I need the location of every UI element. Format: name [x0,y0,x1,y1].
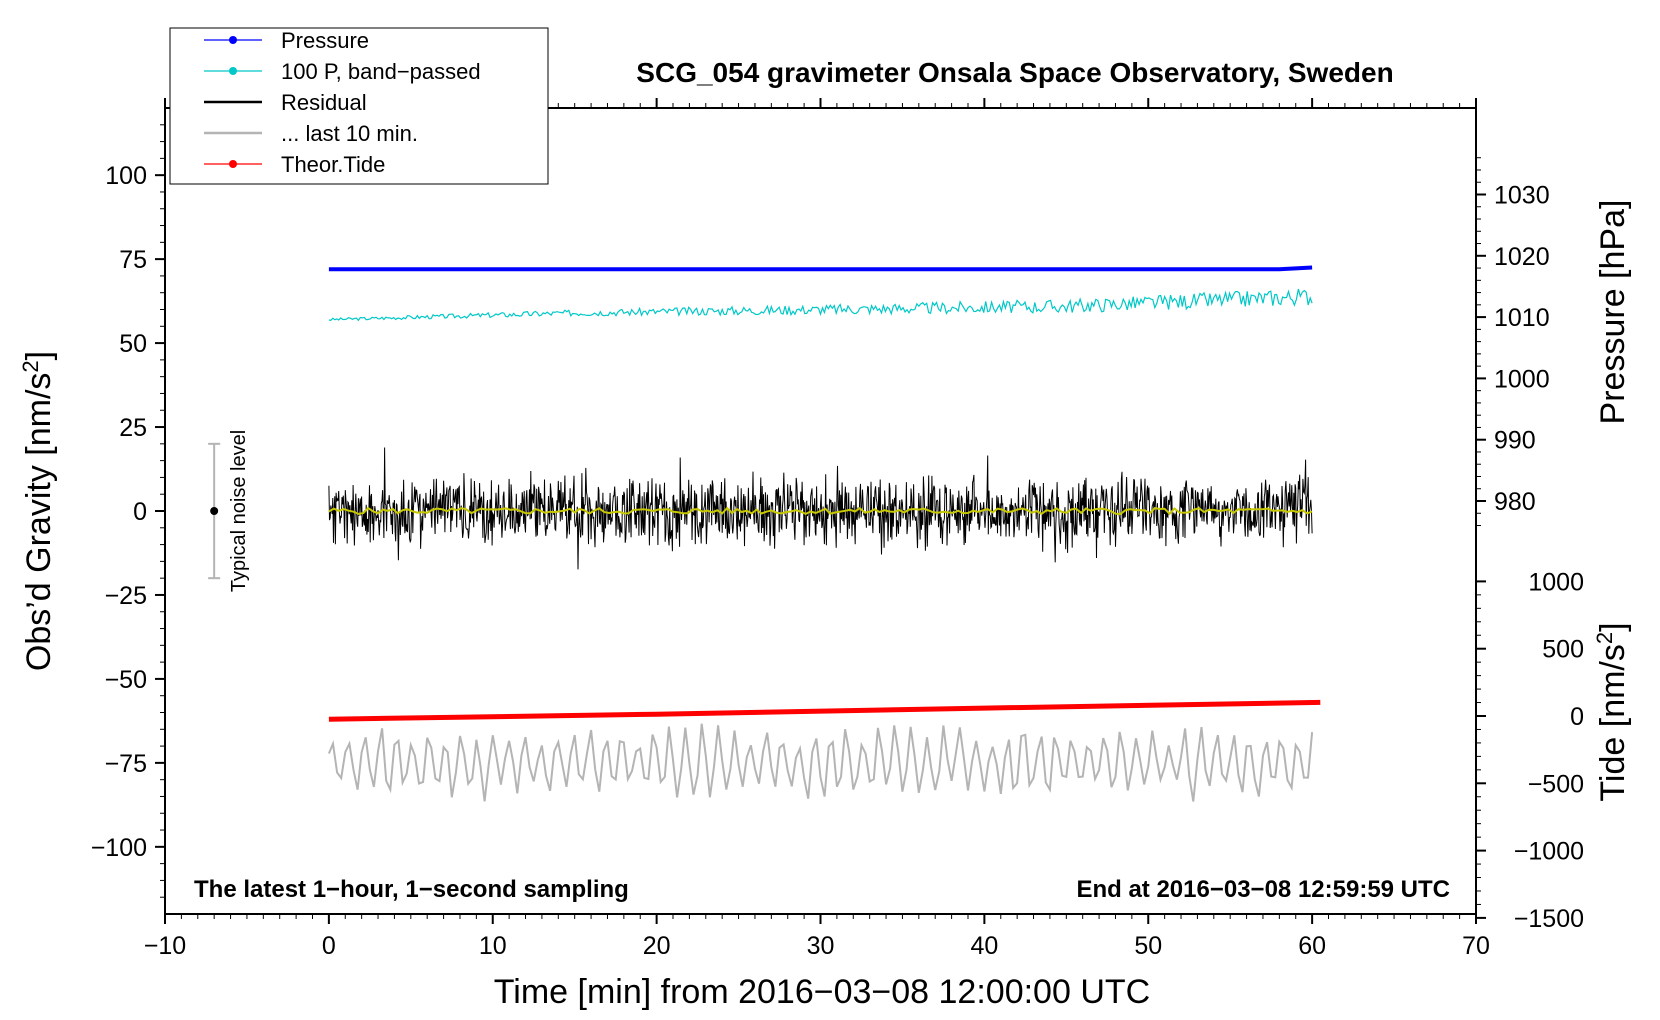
tide-axis-title: Tide [nm/s2] [1592,622,1633,801]
annotation-right: End at 2016−03−08 12:59:59 UTC [1076,876,1450,903]
y-tick-label: 100 [105,162,147,190]
pressure-tick-label: 1010 [1494,304,1550,332]
legend-box [169,27,549,185]
annotation-left: The latest 1−hour, 1−second sampling [194,876,629,903]
x-tick-label: 20 [643,932,671,960]
series-smoothed-residual [328,506,1313,516]
x-tick-label: 40 [970,932,998,960]
tide-axis-title-main: Tide [nm/s [1594,644,1632,801]
legend-marker [229,160,237,168]
tide-tick-label: −500 [1528,770,1584,798]
y-axis-title-end: ] [20,351,58,360]
data-series [327,265,1321,802]
y-tick-label: 75 [119,246,147,274]
legend-marker [229,67,237,75]
y-axis-title-sup: 2 [18,360,43,372]
x-tick-label: 50 [1134,932,1162,960]
y-tick-label: −50 [105,666,147,694]
noise-bar-center [210,507,219,515]
x-tick-label: 30 [807,932,835,960]
y-tick-label: 50 [119,330,147,358]
x-tick-label: 70 [1462,932,1490,960]
chart-title: SCG_054 gravimeter Onsala Space Observat… [636,57,1393,88]
y-axis-title: Obs’d Gravity [nm/s2] [18,351,59,671]
legend-label: ... last 10 min. [281,121,418,146]
series-theor-tide [328,699,1321,722]
tide-tick-label: 0 [1570,703,1584,731]
legend-label: Residual [281,90,367,115]
x-tick-label: 0 [322,932,336,960]
pressure-tick-label: 1000 [1494,365,1550,393]
x-tick-label: −10 [144,932,186,960]
tide-tick-label: 1000 [1528,568,1584,596]
noise-bar: Typical noise level [208,430,250,592]
tide-tick-label: 500 [1542,636,1584,664]
legend-label: Pressure [281,28,369,53]
x-axis-title: Time [min] from 2016−03−08 12:00:00 UTC [494,973,1150,1011]
y-tick-label: 25 [119,414,147,442]
series-last-10-min [327,723,1314,802]
pressure-axis-title: Pressure [hPa] [1594,200,1632,425]
legend-marker [229,36,237,44]
tide-axis-title-end: ] [1594,622,1632,631]
x-tick-label: 60 [1298,932,1326,960]
legend-label: 100 P, band−passed [281,59,481,84]
pressure-tick-label: 990 [1494,427,1536,455]
y-tick-label: −75 [105,750,147,778]
y-tick-label: 0 [133,498,147,526]
series-pressure [328,265,1313,272]
y-axis-title-main: Obs’d Gravity [nm/s [20,373,58,672]
tide-tick-label: −1500 [1514,905,1584,933]
tide-tick-label: −1000 [1514,838,1584,866]
series-residual [328,447,1313,570]
y-tick-label: −100 [91,834,147,862]
tick-marks: −10 0 10 20 30 40 50 60 70−100−75−50−25025507510… [91,98,1584,960]
legend-entries: Pressure 100 P, band−passed Residual ... la… [204,28,481,177]
pressure-tick-label: 980 [1494,488,1536,516]
legend-label: Theor.Tide [281,152,385,177]
tide-axis-title-sup: 2 [1592,632,1617,644]
pressure-tick-label: 1020 [1494,243,1550,271]
legend: Pressure 100 P, band−passed Residual ... la… [169,27,549,185]
x-tick-label: 10 [479,932,507,960]
y-tick-label: −25 [105,582,147,610]
noise-bar-label: Typical noise level [228,430,250,592]
pressure-tick-label: 1030 [1494,182,1550,210]
series-band-passed-pressure [328,288,1313,322]
